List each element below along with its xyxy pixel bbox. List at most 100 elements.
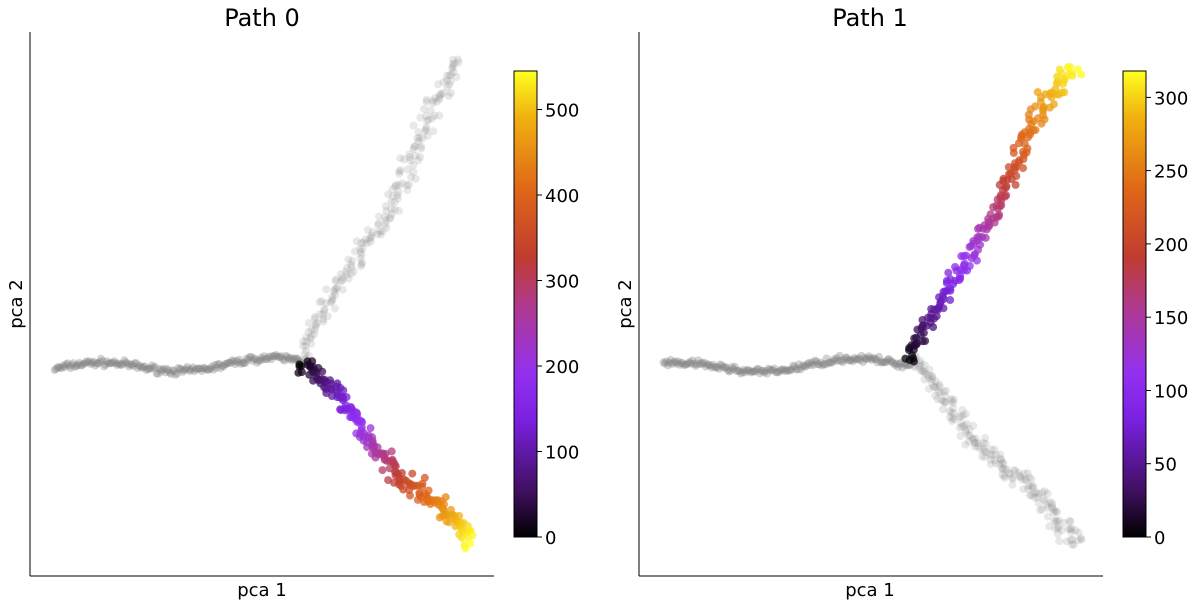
background-point xyxy=(1053,530,1062,539)
background-point xyxy=(947,396,956,405)
colorbar-tick-label: 200 xyxy=(1154,235,1188,256)
background-point xyxy=(152,369,161,378)
background-point xyxy=(1051,507,1060,516)
background-point xyxy=(347,263,356,272)
background-point xyxy=(1024,484,1032,493)
background-point xyxy=(393,191,402,200)
background-point xyxy=(841,353,850,362)
background-point xyxy=(181,365,190,374)
background-point xyxy=(961,440,970,449)
background-point xyxy=(771,368,780,377)
background-point xyxy=(987,445,996,454)
background-point xyxy=(924,374,933,383)
background-point xyxy=(959,411,968,420)
background-point xyxy=(174,364,183,372)
panel-path-1: Path 1 pca 1 pca 2 0 50 100 150 200 250 300 xyxy=(615,4,1188,601)
background-point xyxy=(748,367,757,376)
background-point xyxy=(307,339,316,348)
background-point xyxy=(930,383,939,392)
background-point xyxy=(154,369,163,378)
background-point xyxy=(981,433,990,442)
background-point xyxy=(450,59,459,68)
pseudotime-point xyxy=(1060,88,1069,97)
pseudotime-point xyxy=(986,210,995,219)
background-point xyxy=(916,356,925,365)
background-point xyxy=(212,363,221,372)
background-point xyxy=(357,238,366,247)
background-point xyxy=(337,277,346,286)
background-point xyxy=(755,369,764,378)
pseudotime-point xyxy=(1049,100,1058,109)
background-point xyxy=(92,359,101,368)
background-point xyxy=(331,304,339,313)
background-point xyxy=(927,378,936,387)
background-point xyxy=(960,421,969,430)
background-point xyxy=(239,359,248,368)
background-point xyxy=(356,254,365,263)
background-point xyxy=(745,366,754,375)
background-point xyxy=(941,392,950,401)
background-point xyxy=(411,151,420,160)
background-point xyxy=(422,111,431,120)
background-point xyxy=(811,356,819,365)
background-point xyxy=(1030,489,1039,498)
background-point xyxy=(1027,491,1036,500)
background-point xyxy=(75,358,84,367)
background-point xyxy=(357,260,366,269)
background-point xyxy=(964,437,973,446)
background-point xyxy=(319,317,328,326)
background-point xyxy=(231,360,240,369)
background-point xyxy=(384,190,393,199)
background-point xyxy=(435,111,444,120)
background-point xyxy=(391,182,400,191)
pseudotime-point xyxy=(1012,172,1021,181)
background-point xyxy=(675,360,684,369)
pseudotime-point xyxy=(1011,180,1020,189)
background-point xyxy=(310,330,318,339)
background-point xyxy=(177,365,186,374)
background-point xyxy=(338,276,347,285)
background-point xyxy=(59,361,68,370)
background-point xyxy=(387,197,396,206)
colorbar-tick-label: 100 xyxy=(1154,382,1188,403)
background-point xyxy=(1067,525,1076,533)
background-point xyxy=(957,412,966,421)
background-point xyxy=(342,270,351,279)
background-point xyxy=(187,365,196,374)
background-point xyxy=(728,363,736,371)
background-point xyxy=(322,285,331,294)
background-point xyxy=(1040,487,1049,496)
background-point xyxy=(828,357,837,366)
background-point xyxy=(417,142,426,151)
background-point xyxy=(356,248,365,257)
background-point xyxy=(970,438,979,447)
background-point xyxy=(1076,534,1085,543)
background-point xyxy=(924,371,933,380)
background-point xyxy=(777,365,786,374)
background-point xyxy=(1074,536,1083,545)
background-point xyxy=(834,356,843,365)
background-point xyxy=(351,247,359,256)
background-point xyxy=(1049,508,1058,517)
background-point xyxy=(367,231,376,240)
background-point xyxy=(356,244,364,253)
background-point xyxy=(742,366,751,375)
background-point xyxy=(1023,469,1032,478)
background-point xyxy=(126,360,135,369)
background-point xyxy=(338,273,347,282)
background-point xyxy=(452,73,461,81)
background-point xyxy=(1025,473,1034,482)
background-point xyxy=(950,409,959,418)
background-point xyxy=(806,361,815,370)
background-point xyxy=(948,414,957,423)
background-point xyxy=(717,361,726,370)
background-point xyxy=(1039,494,1048,503)
colorbar: 0 100 200 300 400 500 xyxy=(513,70,579,549)
background-point xyxy=(133,364,142,372)
background-point xyxy=(813,360,822,369)
background-point xyxy=(328,292,337,301)
background-point xyxy=(870,354,879,363)
background-point xyxy=(1066,524,1075,533)
background-point xyxy=(1020,469,1029,478)
